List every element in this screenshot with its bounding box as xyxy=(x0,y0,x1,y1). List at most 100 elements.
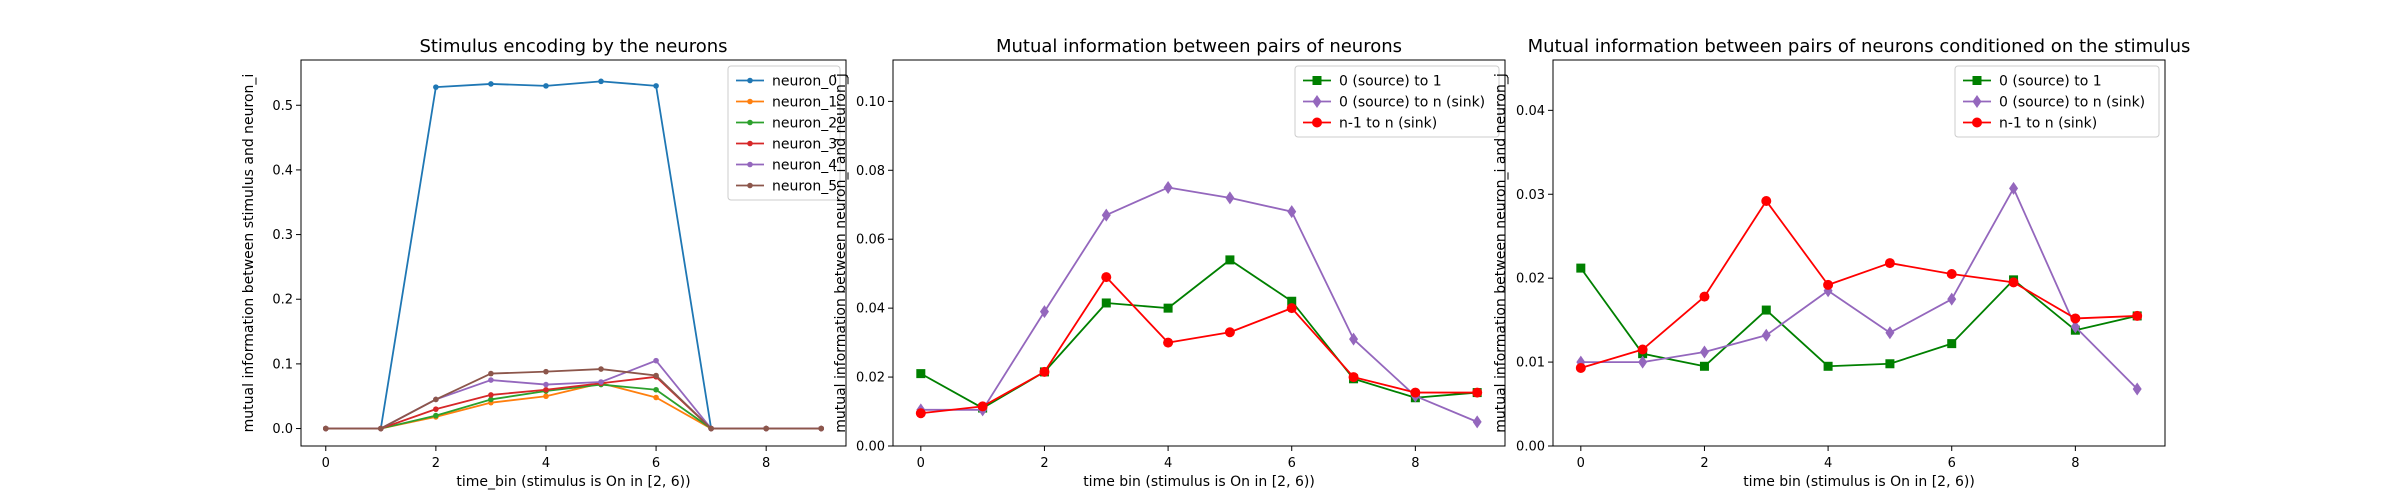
x-tick-label: 8 xyxy=(2071,456,2079,471)
data-point xyxy=(653,357,659,364)
legend-label: 0 (source) to n (sink) xyxy=(1999,95,2145,111)
legend-item: neuron_2 xyxy=(736,116,837,132)
data-point xyxy=(916,369,926,379)
data-point xyxy=(1472,415,1482,429)
legend-marker xyxy=(747,140,753,147)
legend-box xyxy=(1954,65,2160,138)
x-axis-label: time bin (stimulus is On in [2, 6)) xyxy=(1743,474,1975,490)
x-tick-label: 4 xyxy=(1164,456,1172,471)
x-tick-label: 6 xyxy=(1948,456,1956,471)
data-point xyxy=(653,386,659,393)
data-point xyxy=(977,401,988,412)
legend-marker xyxy=(1972,95,1982,108)
axes-frame xyxy=(1552,59,2166,447)
legend-item: neuron_1 xyxy=(736,95,837,111)
data-point xyxy=(1163,337,1174,348)
x-tick-label: 8 xyxy=(762,456,770,471)
legend-marker xyxy=(747,77,753,84)
data-point xyxy=(2132,382,2142,396)
data-point xyxy=(1575,362,1586,373)
data-point xyxy=(488,370,494,377)
legend-item: neuron_0 xyxy=(736,74,837,90)
data-point xyxy=(2008,277,2019,288)
x-tick-label: 0 xyxy=(917,456,925,471)
y-tick-label: 0.02 xyxy=(856,371,885,386)
data-point xyxy=(1946,268,1957,279)
series-line xyxy=(325,368,822,430)
y-tick-label: 0.5 xyxy=(272,99,293,114)
legend-box xyxy=(727,65,841,201)
data-point xyxy=(2009,181,2019,195)
data-point xyxy=(1761,195,1772,206)
data-point xyxy=(433,412,439,419)
series-line xyxy=(1580,187,2138,390)
y-tick-label: 0.00 xyxy=(1516,440,1545,455)
legend-item: 0 (source) to 1 xyxy=(1303,74,1442,90)
y-tick-label: 0.3 xyxy=(272,228,293,243)
data-point xyxy=(598,366,604,372)
data-point xyxy=(433,396,439,403)
legend-item: neuron_4 xyxy=(736,158,837,174)
legend-label: neuron_3 xyxy=(772,137,837,153)
legend: 0 (source) to 1 0 (source) to n (sink) n-1… xyxy=(1954,65,2160,138)
legend-label: n-1 to n (sink) xyxy=(1339,116,1437,132)
chart-title: Stimulus encoding by the neurons xyxy=(419,36,727,57)
y-tick-label: 0.01 xyxy=(1516,356,1545,371)
data-point xyxy=(1225,191,1235,205)
data-point xyxy=(653,372,659,379)
data-point xyxy=(1039,305,1049,319)
data-point xyxy=(1823,361,1833,371)
legend-marker xyxy=(1312,76,1322,85)
data-point xyxy=(488,392,494,398)
legend-item: n-1 to n (sink) xyxy=(1303,116,1437,132)
data-point xyxy=(1699,291,1710,302)
data-point xyxy=(1699,361,1709,371)
data-point xyxy=(1286,303,1297,314)
legend-label: neuron_1 xyxy=(772,95,837,111)
chart-title: Mutual information between pairs of neur… xyxy=(996,36,1402,57)
chart-panel-3: 0 2 4 6 8 0.00 0.01 0.02 0.03 0.04 Mutual informat… xyxy=(1493,36,2190,490)
y-axis-label: mutual information between neuron_i and … xyxy=(833,73,849,433)
series-line xyxy=(1580,267,2138,368)
data-point xyxy=(818,425,825,432)
x-tick-label: 4 xyxy=(542,456,550,471)
data-point xyxy=(1637,344,1648,355)
x-tick-label: 8 xyxy=(1411,456,1419,471)
data-point xyxy=(433,406,439,412)
y-tick-label: 0.4 xyxy=(272,163,293,178)
y-tick-label: 0.2 xyxy=(272,293,293,308)
data-point xyxy=(1947,292,1957,306)
series-line xyxy=(1580,200,2138,369)
y-tick-label: 0.00 xyxy=(856,440,885,455)
chart-panel-1: 0 2 4 6 8 0.0 0.1 0.2 0.3 0.4 0.5 Stimulus encoding… xyxy=(241,36,847,490)
data-point xyxy=(1947,339,1957,349)
data-point xyxy=(1101,298,1111,308)
data-point xyxy=(1163,303,1173,313)
data-point xyxy=(2070,320,2080,334)
data-point xyxy=(378,425,384,432)
legend-marker xyxy=(1972,76,1982,85)
data-point xyxy=(2132,310,2143,321)
legend: neuron_0 neuron_1 neuron_2 neuron_3 neuron_4… xyxy=(727,65,841,201)
plot-area xyxy=(915,181,1483,429)
legend-label: 0 (source) to 1 xyxy=(1339,74,1442,90)
data-point xyxy=(1349,332,1359,346)
series-line xyxy=(920,186,1478,423)
x-tick-label: 2 xyxy=(432,456,440,471)
legend-marker xyxy=(747,182,753,189)
y-tick-label: 0.0 xyxy=(272,422,293,437)
x-tick-label: 2 xyxy=(1700,456,1708,471)
data-point xyxy=(598,379,604,385)
data-point xyxy=(488,396,494,403)
data-point xyxy=(1225,255,1235,265)
data-point xyxy=(1885,326,1895,340)
data-point xyxy=(708,425,714,432)
x-axis-label: time_bin (stimulus is On in [2, 6)) xyxy=(456,474,690,490)
data-point xyxy=(915,408,926,419)
data-point xyxy=(1638,355,1648,369)
y-tick-label: 0.08 xyxy=(856,164,885,179)
legend-item: n-1 to n (sink) xyxy=(1963,116,2097,132)
plot-area xyxy=(322,78,825,432)
y-axis-label: mutual information between stimulus and … xyxy=(241,74,257,433)
